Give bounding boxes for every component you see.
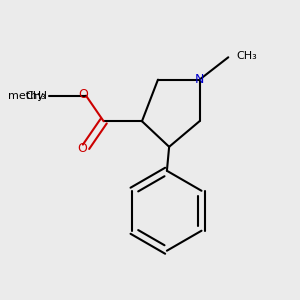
Text: O: O — [79, 88, 88, 100]
Text: CH₃: CH₃ — [25, 91, 46, 101]
Text: N: N — [195, 73, 204, 86]
Text: O: O — [77, 142, 87, 155]
Text: CH₃: CH₃ — [236, 51, 257, 61]
Text: methyl: methyl — [8, 91, 47, 101]
